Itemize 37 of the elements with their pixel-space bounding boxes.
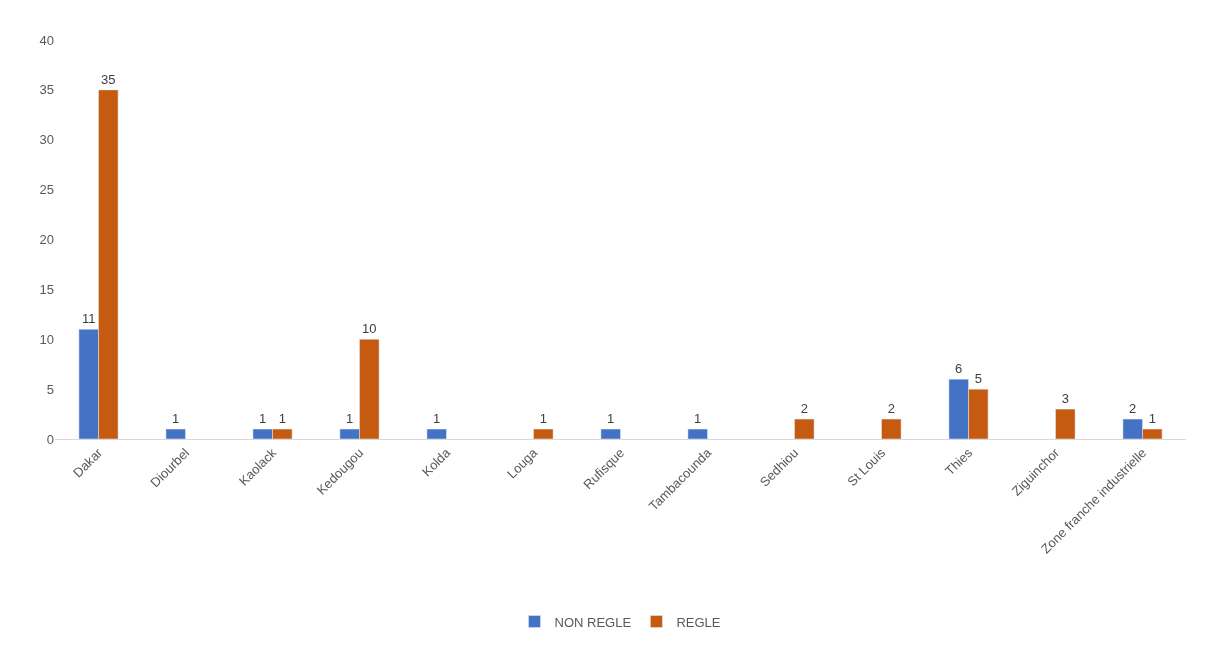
bar (600, 428, 621, 439)
y-tick-label: 35 (39, 82, 54, 98)
data-label: 10 (362, 321, 377, 337)
data-label: 1 (607, 411, 615, 427)
bar (533, 428, 554, 439)
data-label: 2 (887, 401, 895, 417)
y-tick-label: 30 (39, 132, 54, 148)
y-tick-label: 20 (39, 232, 54, 248)
bar (165, 428, 186, 439)
bar (881, 418, 902, 439)
y-tick-label: 0 (46, 431, 54, 447)
data-label: 11 (81, 311, 96, 327)
data-label: 5 (974, 371, 982, 387)
data-label: 1 (694, 411, 702, 427)
data-label: 2 (1129, 401, 1137, 417)
bar (1055, 408, 1076, 439)
legend-label: NON REGLE (554, 614, 632, 630)
data-label: 1 (259, 411, 267, 427)
bar (426, 428, 447, 439)
data-label: 2 (800, 401, 808, 417)
y-tick-label: 5 (46, 381, 54, 397)
data-label: 1 (1148, 411, 1156, 427)
y-tick-label: 25 (39, 182, 54, 198)
data-label: 1 (278, 411, 286, 427)
y-tick-label: 10 (39, 331, 54, 347)
legend-label: REGLE (676, 614, 721, 630)
bar (687, 428, 708, 439)
data-label: 35 (101, 71, 116, 87)
y-tick-label: 15 (39, 281, 54, 297)
data-label: 6 (955, 361, 963, 377)
data-label: 1 (346, 411, 354, 427)
data-label: 1 (539, 411, 547, 427)
data-label: 1 (433, 411, 441, 427)
bar (794, 418, 815, 439)
data-label: 3 (1061, 391, 1069, 407)
y-tick-label: 40 (39, 32, 54, 48)
data-label: 1 (172, 411, 180, 427)
